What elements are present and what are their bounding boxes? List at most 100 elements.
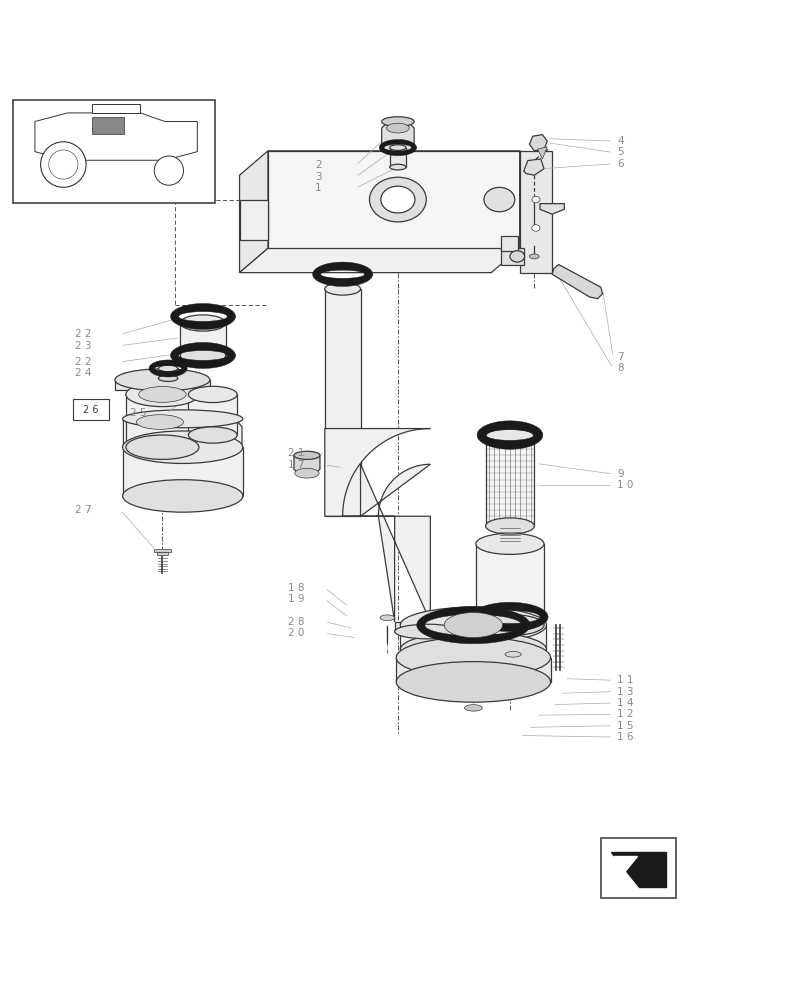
Ellipse shape [400,607,546,643]
Text: 6: 6 [616,159,623,169]
Polygon shape [389,148,406,167]
Polygon shape [324,289,360,516]
Text: 3: 3 [315,172,321,182]
Polygon shape [500,236,517,251]
Polygon shape [379,139,416,156]
Text: 1 1: 1 1 [616,675,633,685]
Circle shape [41,142,86,187]
Polygon shape [416,606,530,644]
Polygon shape [158,368,178,378]
FancyBboxPatch shape [73,399,109,420]
Polygon shape [157,552,168,555]
Ellipse shape [394,624,461,639]
Text: 1 9: 1 9 [288,594,304,604]
Polygon shape [122,447,242,496]
Polygon shape [154,549,170,552]
Polygon shape [294,455,320,476]
Text: 2 2: 2 2 [75,357,91,367]
Text: 1 2: 1 2 [616,709,633,719]
Polygon shape [123,419,242,455]
Ellipse shape [126,435,199,459]
Ellipse shape [158,375,178,381]
Text: 5: 5 [616,147,623,157]
Ellipse shape [529,254,539,259]
Polygon shape [539,204,564,214]
Text: 2 3: 2 3 [75,341,91,351]
Ellipse shape [324,283,360,295]
FancyBboxPatch shape [13,100,215,203]
Ellipse shape [396,637,550,678]
Text: 1 8: 1 8 [288,583,304,593]
Text: 2 0: 2 0 [288,628,304,638]
Ellipse shape [389,145,406,150]
Ellipse shape [381,117,414,126]
Ellipse shape [531,225,539,231]
Polygon shape [126,394,199,447]
Ellipse shape [464,705,482,711]
Polygon shape [149,360,187,377]
Ellipse shape [294,468,319,478]
Text: 2 7: 2 7 [75,505,91,515]
Polygon shape [92,117,124,134]
Polygon shape [35,113,197,160]
FancyBboxPatch shape [600,838,675,898]
Text: 1 6: 1 6 [616,732,633,742]
Ellipse shape [122,410,242,428]
Ellipse shape [126,382,199,407]
Ellipse shape [396,662,550,702]
Text: 2 4: 2 4 [75,368,91,378]
Circle shape [49,150,78,179]
Text: 2 8: 2 8 [288,617,304,627]
Ellipse shape [188,386,237,403]
Polygon shape [324,429,430,622]
Polygon shape [394,622,461,632]
Text: 2 5: 2 5 [130,408,146,418]
Polygon shape [551,265,602,299]
Ellipse shape [115,369,209,391]
Polygon shape [188,394,237,435]
Ellipse shape [504,651,521,657]
Ellipse shape [386,123,409,133]
Polygon shape [180,323,225,355]
Text: 1 0: 1 0 [616,480,633,490]
Ellipse shape [400,632,546,667]
Polygon shape [92,104,140,113]
Polygon shape [400,625,546,649]
Polygon shape [312,262,372,286]
Polygon shape [239,248,519,273]
Polygon shape [268,151,547,175]
Ellipse shape [369,177,426,222]
Text: 1 7: 1 7 [288,460,304,470]
Polygon shape [239,151,268,273]
Polygon shape [529,135,547,151]
Text: 4: 4 [616,136,623,146]
Ellipse shape [509,251,524,262]
Ellipse shape [483,187,514,212]
Ellipse shape [531,196,539,203]
Polygon shape [381,122,414,151]
Polygon shape [613,856,636,884]
Ellipse shape [389,164,406,170]
Text: 1: 1 [315,183,321,193]
Ellipse shape [485,518,534,534]
Text: 8: 8 [616,363,623,373]
Ellipse shape [485,429,534,445]
Polygon shape [268,151,519,248]
Polygon shape [475,544,543,625]
Polygon shape [500,248,523,265]
Ellipse shape [380,615,394,621]
Text: 1 4: 1 4 [616,698,633,708]
Text: 2: 2 [315,160,321,170]
Ellipse shape [294,451,320,459]
Polygon shape [610,852,665,887]
Ellipse shape [475,533,543,554]
Polygon shape [471,602,547,632]
Ellipse shape [475,614,543,636]
Polygon shape [170,342,235,368]
Polygon shape [500,526,519,544]
Ellipse shape [136,415,183,429]
Ellipse shape [122,431,242,463]
Polygon shape [396,658,550,682]
Polygon shape [239,200,268,240]
Text: 1 3: 1 3 [616,687,633,697]
